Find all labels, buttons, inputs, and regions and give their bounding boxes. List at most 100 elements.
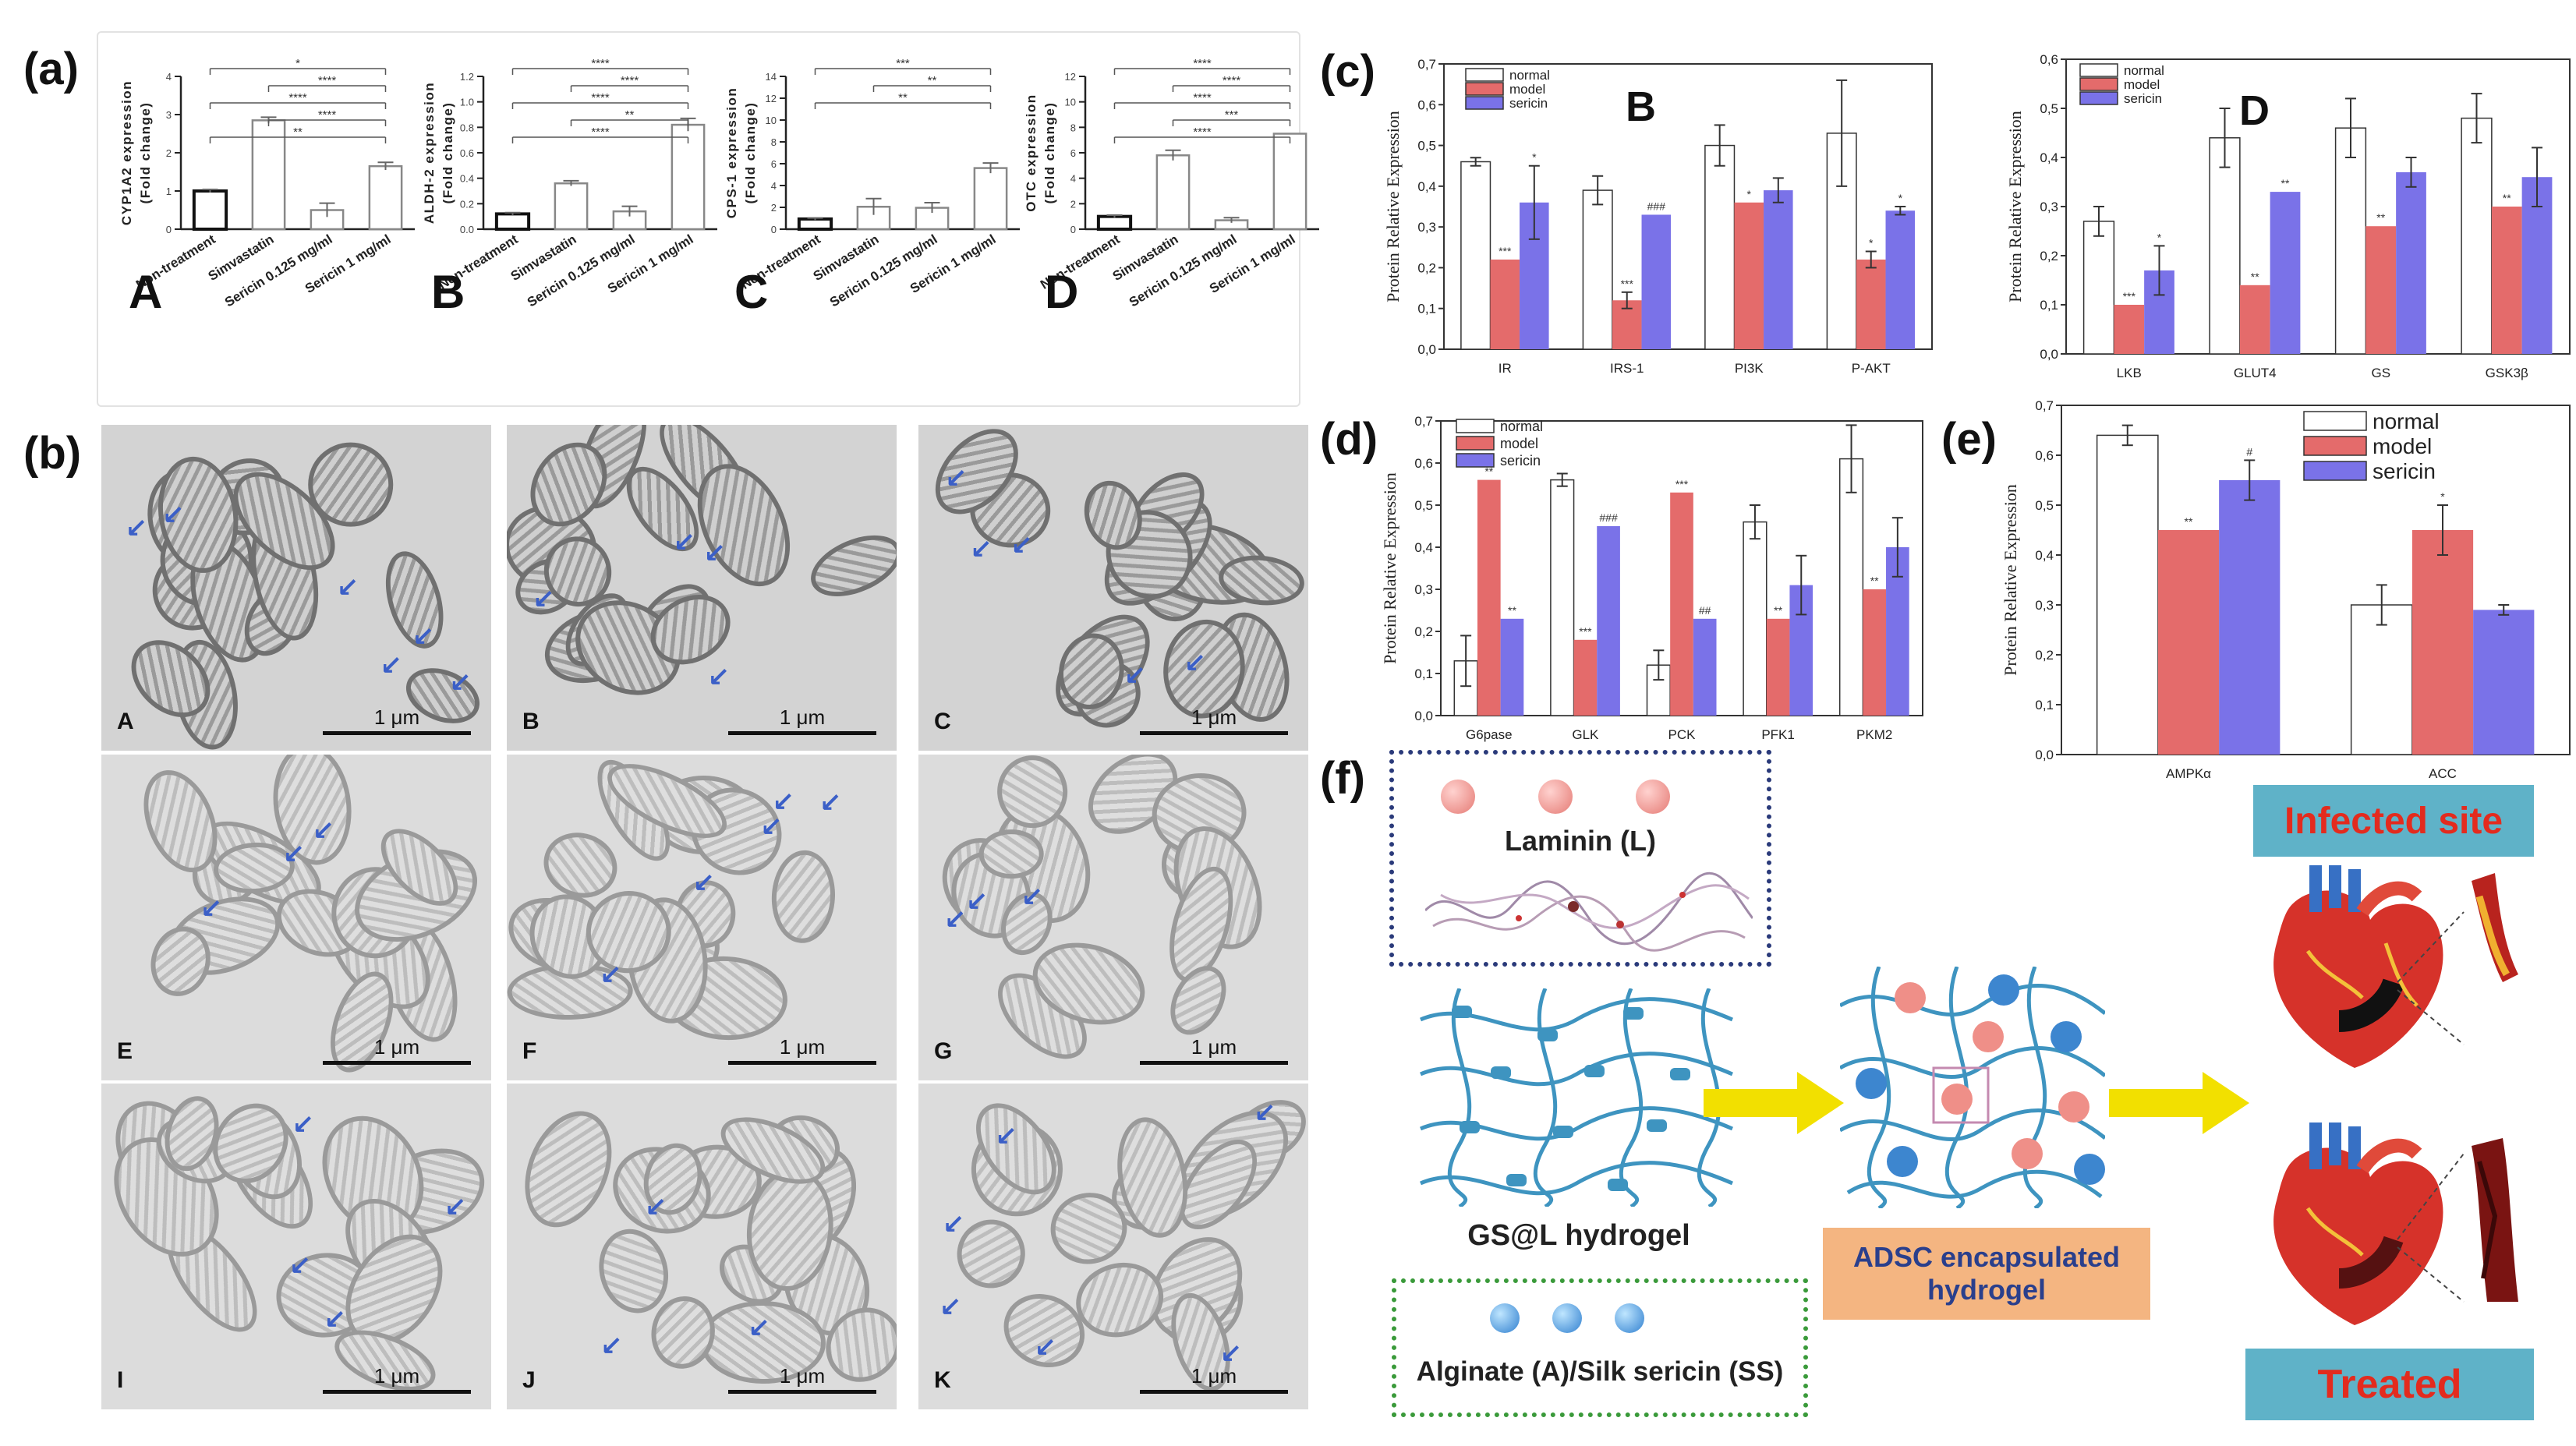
y-tick-label: 0,4 [1414,540,1433,555]
arrow-icon: ↙ [600,1330,623,1362]
significance-mark: ** [1774,604,1782,617]
bar-sericin [2270,192,2301,354]
bar [1096,214,1133,231]
mitochondrion [1159,956,1237,1045]
legend-entry: sericin [2124,91,2162,106]
y-axis-label: (Fold change) [1042,102,1057,204]
scale-bar-line [1140,1061,1288,1065]
bar-sericin [1693,618,1717,716]
scale-bar-label: 1 μm [373,1035,420,1059]
scale-bar: 1 μm [323,705,471,735]
legend-entry: model [2373,434,2432,458]
legend-entry: normal [2124,63,2164,78]
micrograph-label: C [934,709,951,734]
y-axis-label: OTC expression [1024,94,1039,211]
bar-model [1477,479,1501,716]
panel-letter-e: (e) [1941,414,1997,465]
y-axis-label: Protein Relative Expression [1383,111,1403,302]
y-tick-label: 3 [166,109,172,121]
significance-mark: **** [318,108,337,122]
x-tick-label: PCK [1668,727,1697,742]
y-tick-label: 0,6 [1414,456,1433,471]
legend-entry: model [1500,436,1538,451]
bar-sericin [1885,210,1916,349]
y-tick-label: 0,5 [1417,139,1436,154]
bar-model [1856,259,1886,349]
bar-normal [2209,137,2241,355]
infected-site-text: Infected site [2284,800,2503,842]
arrow-icon: ↙ [942,1209,965,1241]
y-tick-label: 0,2 [1417,260,1436,275]
micrograph-I: ↙ ↙ ↙ ↙ I 1 μm [101,1084,491,1409]
scale-bar-label: 1 μm [373,705,420,729]
arrow-icon: ↙ [772,786,794,818]
arrow-icon [1704,1072,1844,1134]
scale-bar: 1 μm [323,1364,471,1394]
significance-mark: * [1898,192,1903,204]
significance-mark: ** [2503,192,2511,204]
bar-normal [2350,604,2413,755]
legend-swatch [2303,461,2367,481]
laminin-fibers [1425,871,1753,952]
y-axis-label: Protein Relative Expression [2001,484,2020,676]
y-tick-label: 0,5 [1414,498,1433,513]
alginate-label: Alginate (A)/Silk sericin (SS) [1416,1356,1784,1387]
y-tick-label: 0,3 [2035,598,2054,613]
y-tick-label: 0,2 [1414,624,1433,639]
arrow-icon: ↙ [644,1192,667,1224]
significance-mark: * [1869,237,1874,249]
arrow-icon: ↙ [748,1312,770,1344]
bar [192,189,228,231]
bar-model [2239,285,2270,354]
arrow-icon: ↙ [819,787,842,819]
y-tick-label: 2 [1070,198,1076,210]
bar-model [2491,207,2522,354]
significance-mark: *** [1225,108,1239,122]
x-tick-label: ACC [2429,766,2457,781]
adsc-hydrogel-network [1840,967,2105,1208]
legend-entry: sericin [1509,96,1548,111]
panel-label: D [1045,266,1078,318]
scale-bar-label: 1 μm [373,1364,420,1388]
alginate-sphere [1552,1303,1582,1333]
bar [973,167,1008,231]
significance-mark: ** [928,74,937,87]
arrow-icon: ↙ [1123,660,1146,692]
micrograph-label: B [522,709,540,734]
micrograph-label: K [934,1367,951,1393]
y-axis-label: Protein Relative Expression [2005,111,2025,302]
x-tick-label: IRS-1 [1610,361,1644,376]
scale-bar-label: 1 μm [779,1035,826,1059]
y-tick-label: 0,0 [1414,709,1433,723]
bar-normal [1704,144,1736,350]
y-tick-label: 0,7 [1417,57,1436,72]
adsc-hydrogel-label: ADSC encapsulated hydrogel [1823,1228,2150,1320]
bar-sericin [1597,526,1620,716]
alginate-sphere [1490,1303,1520,1333]
micrograph-label: A [117,709,134,734]
bar [368,164,403,231]
micrograph-label: E [117,1038,133,1064]
treated-text: Treated [2317,1362,2462,1407]
legend-entry: sericin [2373,459,2436,483]
bar-model [2365,226,2397,354]
y-tick-label: 2 [771,202,777,214]
legend-entry: normal [1500,419,1543,434]
x-tick-label: LKB [2117,366,2142,380]
bar-normal [1838,458,1864,716]
significance-mark: ** [2376,211,2385,224]
legend-swatch [2303,411,2367,431]
y-axis-label: CYP1A2 expression [119,80,134,225]
significance-mark: **** [1223,74,1241,87]
arrow-icon: ↙ [282,839,305,871]
significance-mark: *** [896,57,910,70]
arrow-icon: ↙ [1253,1098,1276,1130]
arrow-icon: ↙ [943,903,967,935]
significance-mark: *** [1579,625,1592,638]
legend-swatch [1456,453,1495,468]
y-tick-label: 0,4 [2035,548,2054,563]
bar-model [2157,530,2220,755]
y-tick-label: 8 [771,136,777,148]
